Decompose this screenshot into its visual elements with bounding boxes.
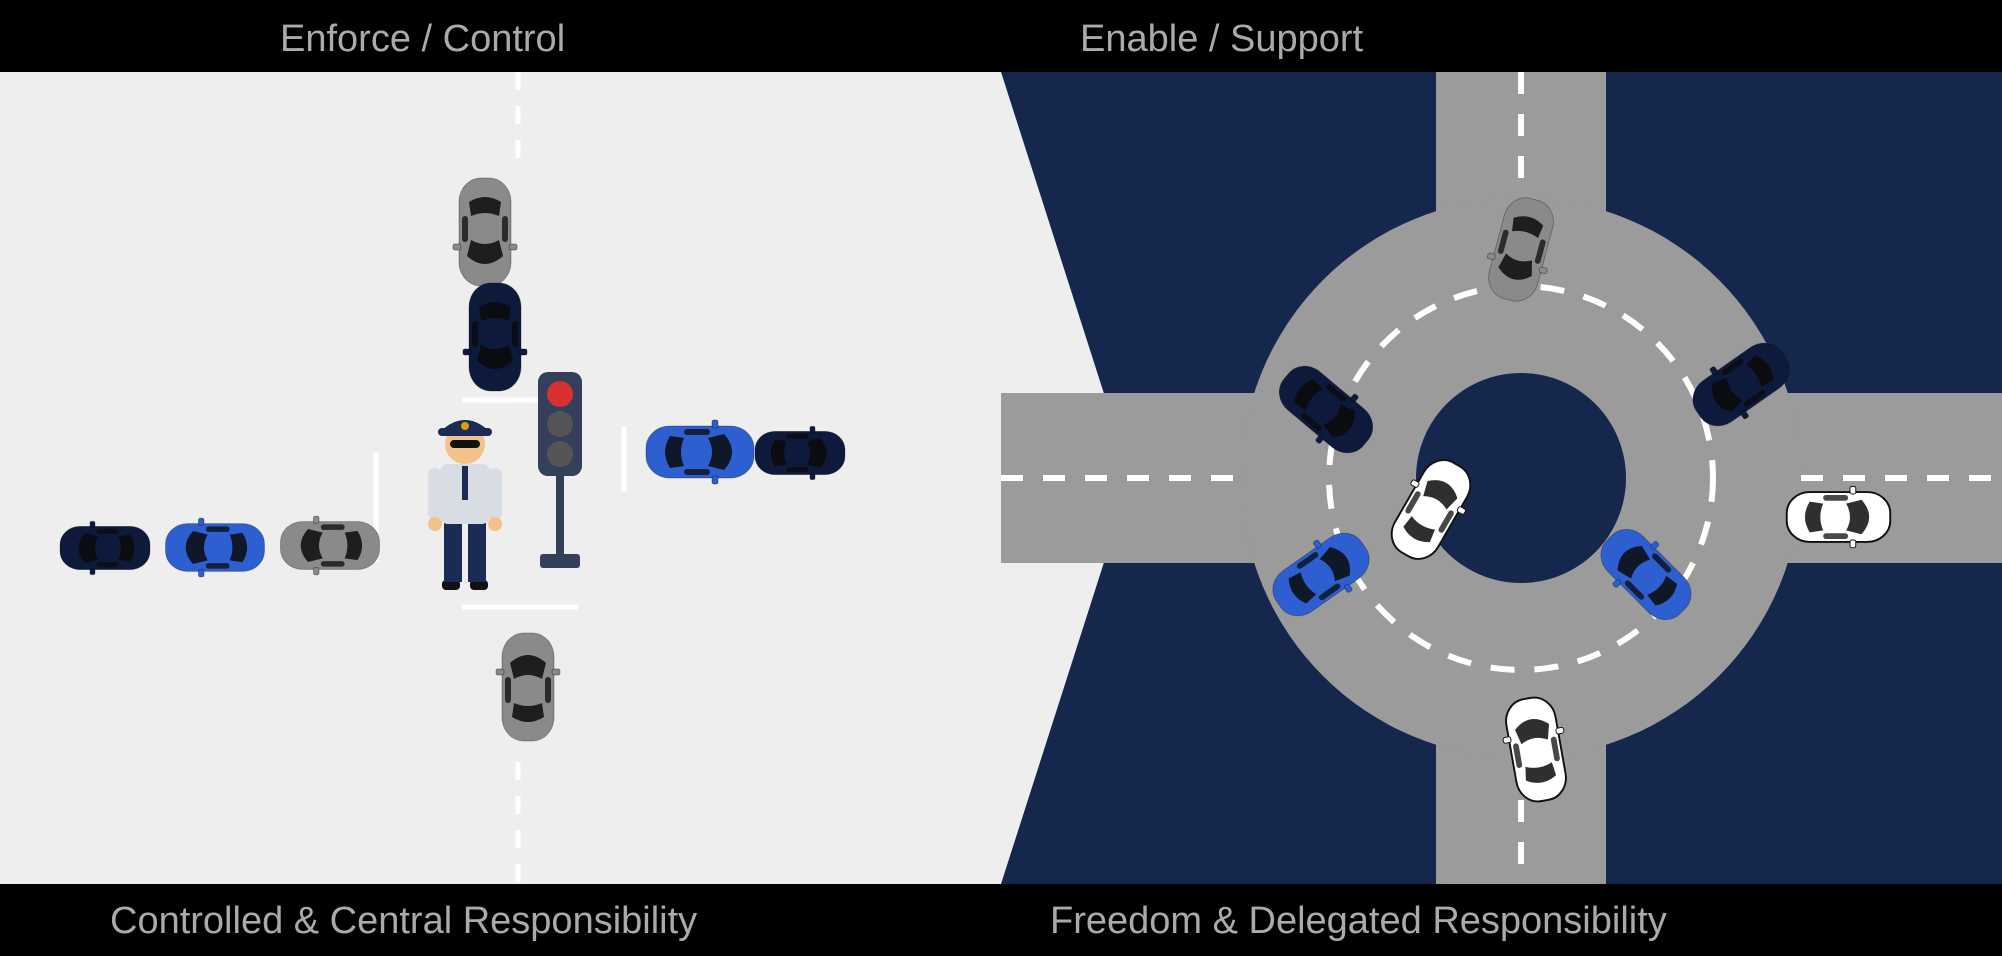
main-diagram [0, 72, 2002, 884]
intersection-panel [0, 72, 1001, 884]
car-intersection-6 [166, 518, 265, 577]
footer-left-label: Controlled & Central Responsibility [110, 900, 697, 943]
car-roundabout-6 [1787, 486, 1891, 547]
car-intersection-4 [755, 426, 845, 479]
header-right-label: Enable / Support [1080, 18, 1363, 61]
car-intersection-1 [463, 283, 527, 391]
car-intersection-0 [453, 178, 517, 286]
header-left-label: Enforce / Control [280, 18, 565, 61]
header-bar: Enforce / Control Enable / Support [0, 0, 2002, 72]
car-intersection-7 [281, 516, 380, 575]
footer-right-label: Freedom & Delegated Responsibility [1050, 900, 1667, 943]
footer-bar: Controlled & Central Responsibility Free… [0, 884, 2002, 956]
roundabout-svg [1001, 72, 2002, 884]
car-intersection-5 [60, 521, 150, 574]
car-intersection-3 [646, 420, 754, 484]
roundabout-panel [1001, 72, 2002, 884]
car-intersection-2 [496, 633, 560, 741]
intersection-svg [0, 72, 1001, 884]
